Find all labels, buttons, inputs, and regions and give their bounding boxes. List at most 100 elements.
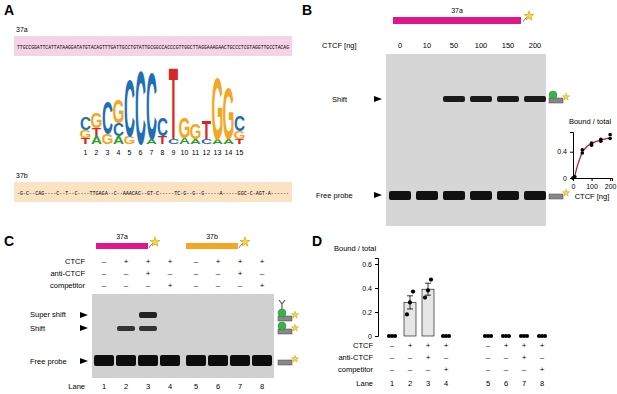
replicate-point <box>405 312 409 316</box>
arrowhead <box>80 358 88 364</box>
band-free <box>116 355 136 366</box>
data-point <box>590 141 594 145</box>
tick-label: 200 <box>605 183 617 190</box>
complex-icon <box>549 91 570 103</box>
row-label: competitor <box>50 281 86 290</box>
band-free <box>208 355 228 366</box>
chart-title: Bound / total <box>569 117 611 126</box>
band-label: Shift <box>30 324 46 333</box>
lane-number: 7 <box>238 382 242 391</box>
sign: – <box>102 281 107 290</box>
sign: – <box>522 365 527 374</box>
position-label: 4 <box>117 149 121 156</box>
figure: ABCD37aTTGCCGGATTCATTATAAGGATATGTACAGTTT… <box>0 0 617 394</box>
data-point <box>580 148 584 152</box>
logo-letter: C <box>102 91 113 143</box>
panel-c: 37a37bCTCF–+++–+++anti-CTCF––+–––+–compe… <box>30 233 299 391</box>
position-label: 8 <box>161 149 165 156</box>
y-axis: 00.4 <box>557 133 573 182</box>
sign: + <box>504 341 509 350</box>
sign: + <box>238 257 243 266</box>
sign: + <box>444 365 449 374</box>
position-label: 7 <box>150 149 154 156</box>
logo-letter: C <box>135 49 146 167</box>
sign: + <box>408 341 413 350</box>
data-point <box>608 133 612 137</box>
logo-letter: C <box>124 64 135 153</box>
sign: – <box>390 353 395 362</box>
probe-star <box>562 93 569 100</box>
axis-line <box>574 179 613 182</box>
tick-label: 0.4 <box>557 148 567 155</box>
band-free <box>160 355 180 366</box>
tick-label: 0.4 <box>362 285 372 292</box>
band-shift <box>497 96 519 102</box>
sign: – <box>504 365 509 374</box>
arrowhead <box>80 325 88 331</box>
probe-star <box>150 237 160 246</box>
logo-letter: C <box>157 113 168 141</box>
band-shift <box>139 326 157 331</box>
complex-icon <box>278 322 299 334</box>
logo-glyph: C <box>102 91 113 143</box>
lane-number: 5 <box>194 382 198 391</box>
position-label: 11 <box>192 149 199 156</box>
y-axis: 00.20.40.6 <box>362 259 378 340</box>
position-label: 12 <box>203 149 211 156</box>
logo-glyph: G <box>113 94 125 130</box>
position-label: 5 <box>128 149 132 156</box>
sequence: -G-C--CAG----C--T--C----TTGAGA--C--AAACA… <box>17 191 289 197</box>
tick-label: 4 <box>444 379 448 388</box>
sign: – <box>124 281 129 290</box>
sign: – <box>486 365 491 374</box>
sign: – <box>194 281 199 290</box>
sequence-label: 37a <box>16 26 28 33</box>
position-label: 1 <box>84 149 88 156</box>
lane-amount: 200 <box>529 41 542 50</box>
sign: + <box>426 341 431 350</box>
logo-letter: T <box>169 48 178 160</box>
probe-icon <box>549 194 563 199</box>
tick: 0 <box>368 333 378 340</box>
row-label: CTCF <box>65 257 85 266</box>
probe-star <box>562 189 569 196</box>
band-shift <box>443 96 465 102</box>
sign: + <box>426 353 431 362</box>
band-label: Free probe <box>30 357 67 366</box>
sign: – <box>194 269 199 278</box>
tick: 100 <box>586 178 598 190</box>
tick: 0.2 <box>362 309 378 316</box>
probe-icon <box>549 98 563 103</box>
band-free <box>186 355 206 366</box>
sign: + <box>168 281 173 290</box>
tick: 0 <box>572 178 576 190</box>
tick-mark <box>570 152 573 153</box>
lane-amount: 10 <box>423 41 431 50</box>
band-free <box>389 191 411 200</box>
panel-letter: C <box>4 233 14 249</box>
logo-letter: C <box>234 111 245 135</box>
axis-title: Lane <box>356 379 373 388</box>
sign: – <box>390 365 395 374</box>
probe-star <box>291 355 298 362</box>
protein-icon <box>278 322 286 330</box>
sign: – <box>146 281 151 290</box>
sign: + <box>444 341 449 350</box>
tick-label: 0.2 <box>362 309 372 316</box>
logo-glyph: C <box>135 49 146 167</box>
logo-letter: G <box>91 109 103 133</box>
band-super-shift <box>139 312 157 318</box>
replicate-point <box>393 334 397 338</box>
axis-line <box>375 259 379 337</box>
lane-amount: 50 <box>450 41 458 50</box>
lane-number: 2 <box>124 382 128 391</box>
probe-star <box>291 324 298 331</box>
band-free <box>470 191 492 200</box>
band-free <box>138 355 158 366</box>
lane-amount: 100 <box>475 41 488 50</box>
probe-bar <box>186 243 238 249</box>
protein-icon <box>549 91 557 99</box>
row-label: CTCF <box>353 341 373 350</box>
sign: – <box>486 341 491 350</box>
panel-a: 37aTTGCCGGATTCATTATAAGGATATGTACAGTTTGATT… <box>14 26 292 202</box>
